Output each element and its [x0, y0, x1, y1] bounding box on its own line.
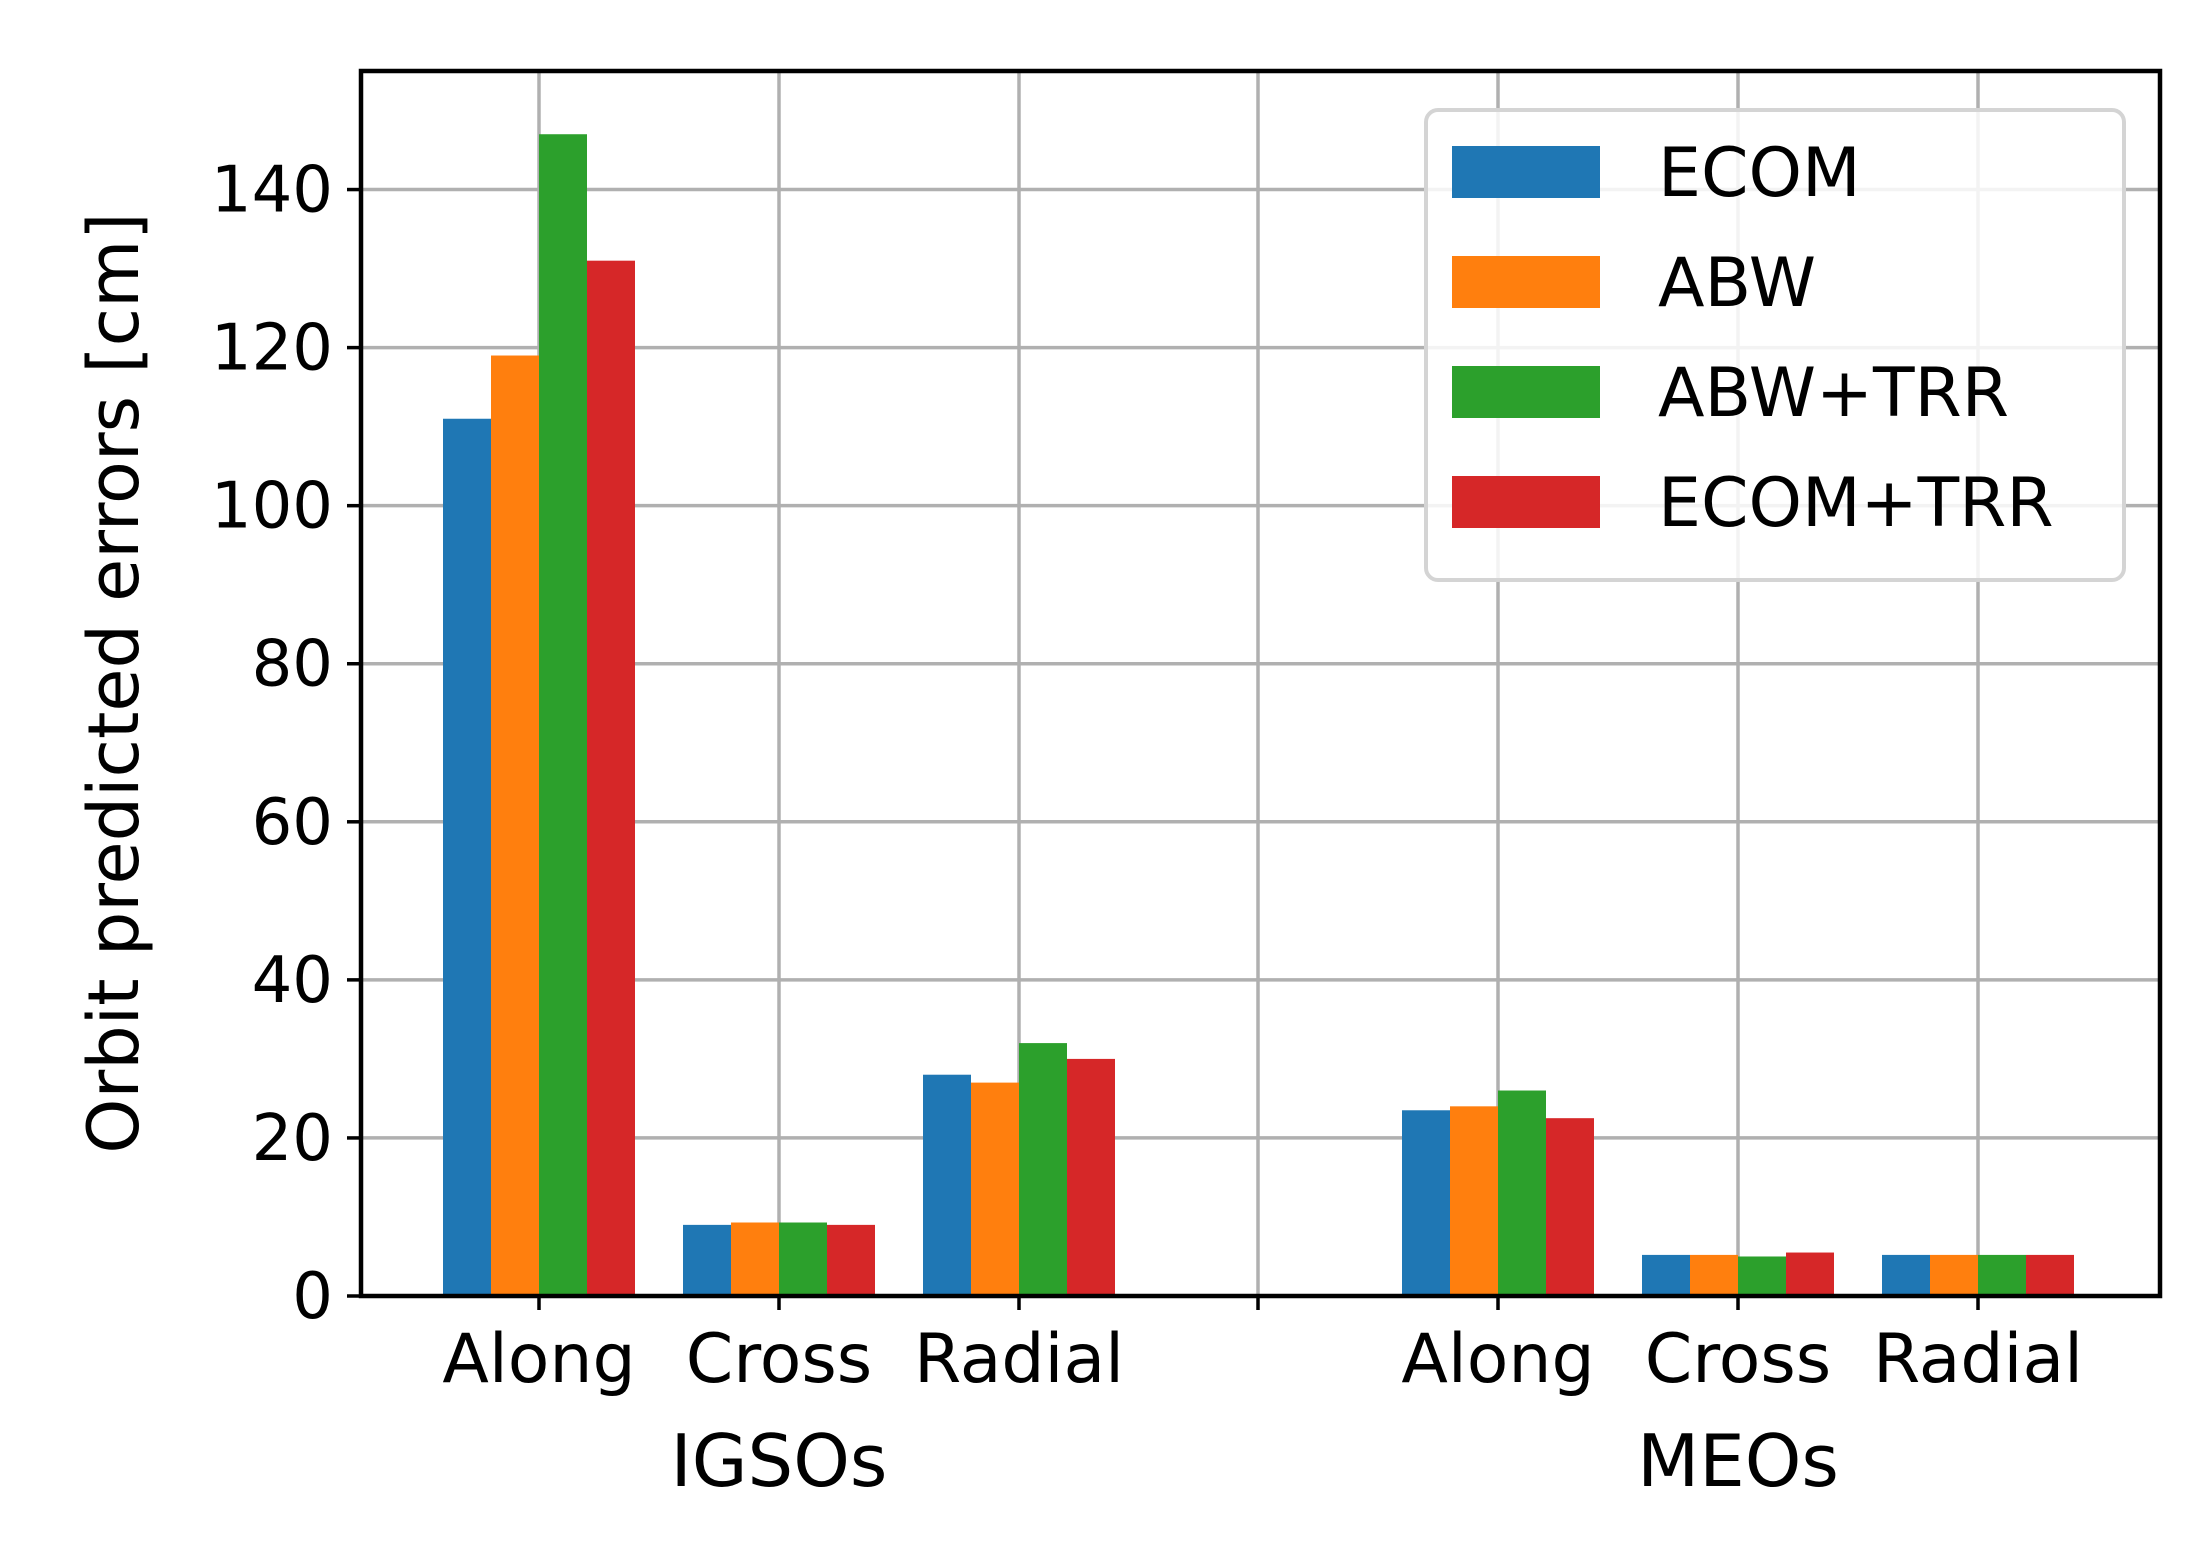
- y-tick-label: 20: [252, 1102, 333, 1176]
- y-tick-label: 60: [252, 786, 333, 860]
- bar-abw-trr-5: [1978, 1254, 2026, 1296]
- legend-label: ABW: [1658, 244, 1816, 323]
- plot-frame: [358, 68, 2163, 1299]
- y-tick-label: 40: [252, 944, 333, 1018]
- y-tick-label: 0: [292, 1260, 333, 1334]
- bar-abw-3: [1450, 1106, 1498, 1296]
- legend: ECOM ABW ABW+TRR ECOM+TRR: [1424, 108, 2126, 582]
- bar-abw-trr-4: [1738, 1256, 1786, 1296]
- bar-abw-0: [491, 355, 539, 1297]
- bar-ecom-0: [443, 418, 491, 1296]
- x-tick-label: Cross: [1645, 1320, 1831, 1399]
- legend-swatch: [1452, 256, 1600, 308]
- legend-swatch: [1452, 476, 1600, 528]
- bar-ecom-trr-2: [1067, 1058, 1115, 1296]
- x-tick-label: Cross: [686, 1320, 872, 1399]
- x-tick-label: Along: [442, 1320, 635, 1399]
- x-tick-labels: Along Cross Radial Along Cross Radial: [442, 1320, 2083, 1399]
- bar-ecom-3: [1402, 1110, 1450, 1296]
- bar-ecom-trr-1: [827, 1224, 875, 1296]
- bar-abw-2: [971, 1082, 1019, 1296]
- group-labels: IGSOs MEOs: [671, 1419, 1839, 1503]
- bar-abw-trr-1: [779, 1222, 827, 1296]
- bar-abw-4: [1690, 1254, 1738, 1296]
- y-tick-labels: 0 20 40 60 80 100 120 140: [211, 154, 333, 1334]
- bar-abw-trr-2: [1019, 1043, 1067, 1296]
- y-tick-label: 140: [211, 154, 333, 228]
- bars: [443, 134, 2074, 1297]
- bar-ecom-trr-4: [1786, 1252, 1834, 1296]
- bar-ecom-4: [1642, 1254, 1690, 1296]
- bar-abw-1: [731, 1222, 779, 1296]
- x-tick-label: Along: [1401, 1320, 1594, 1399]
- group-label: MEOs: [1637, 1419, 1839, 1503]
- bar-ecom-trr-5: [2026, 1254, 2074, 1296]
- legend-swatch: [1452, 366, 1600, 418]
- bar-abw-5: [1930, 1254, 1978, 1296]
- legend-label: ECOM+TRR: [1658, 464, 2054, 543]
- tick-marks: [347, 187, 1980, 1310]
- bar-ecom-trr-3: [1546, 1118, 1594, 1296]
- legend-swatch: [1452, 146, 1600, 198]
- y-axis-label: Orbit predicted errors [cm]: [73, 212, 155, 1153]
- group-label: IGSOs: [671, 1419, 888, 1503]
- bar-abw-trr-3: [1498, 1090, 1546, 1296]
- bar-ecom-5: [1882, 1254, 1930, 1296]
- bar-ecom-trr-0: [587, 260, 635, 1296]
- y-tick-label: 120: [211, 312, 333, 386]
- legend-box: [1424, 108, 2126, 582]
- bar-abw-trr-0: [539, 134, 587, 1296]
- bar-ecom-1: [683, 1224, 731, 1296]
- legend-label: ABW+TRR: [1658, 354, 2009, 433]
- x-tick-label: Radial: [914, 1320, 1124, 1399]
- y-tick-label: 80: [252, 628, 333, 702]
- bar-ecom-2: [923, 1074, 971, 1296]
- y-tick-label: 100: [211, 470, 333, 544]
- legend-label: ECOM: [1658, 134, 1861, 213]
- x-tick-label: Radial: [1873, 1320, 2083, 1399]
